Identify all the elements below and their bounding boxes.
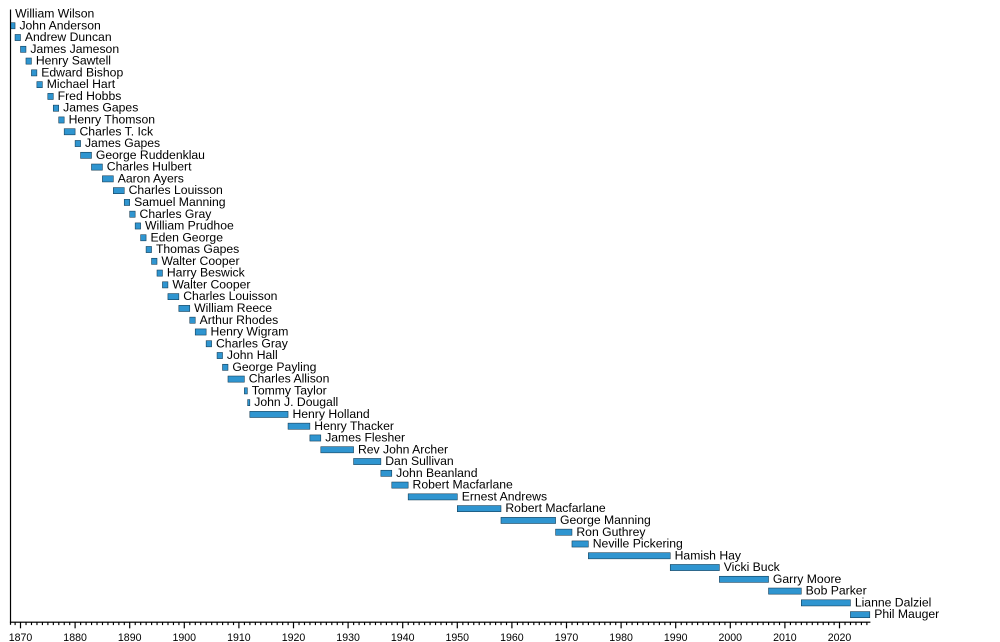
svg-text:Charles T. Ick: Charles T. Ick [80, 124, 155, 138]
svg-text:Andrew Duncan: Andrew Duncan [25, 30, 112, 44]
svg-text:Robert Macfarlane: Robert Macfarlane [505, 501, 605, 515]
svg-text:James Jameson: James Jameson [30, 42, 119, 56]
svg-text:Arthur Rhodes: Arthur Rhodes [200, 313, 279, 327]
svg-text:Charles Gray: Charles Gray [140, 207, 213, 221]
svg-text:Phil Mauger: Phil Mauger [874, 607, 939, 621]
svg-text:Henry Wigram: Henry Wigram [211, 325, 289, 339]
svg-text:James Flesher: James Flesher [325, 431, 405, 445]
svg-text:1990: 1990 [664, 632, 688, 642]
svg-text:1890: 1890 [118, 632, 142, 642]
svg-text:1900: 1900 [173, 632, 197, 642]
svg-text:John J. Dougall: John J. Dougall [254, 395, 338, 409]
svg-text:Edward Bishop: Edward Bishop [41, 65, 123, 79]
svg-text:Charles Gray: Charles Gray [216, 336, 289, 350]
svg-text:Neville Pickering: Neville Pickering [593, 537, 683, 551]
svg-text:1940: 1940 [391, 632, 415, 642]
svg-text:1920: 1920 [282, 632, 306, 642]
svg-text:William Wilson: William Wilson [15, 7, 94, 21]
svg-text:Michael Hart: Michael Hart [47, 77, 116, 91]
svg-text:1930: 1930 [336, 632, 360, 642]
svg-text:James Gapes: James Gapes [63, 101, 138, 115]
svg-text:Garry Moore: Garry Moore [773, 572, 842, 586]
svg-text:Charles Louisson: Charles Louisson [129, 183, 223, 197]
svg-text:1870: 1870 [9, 632, 33, 642]
svg-text:Rev John Archer: Rev John Archer [358, 442, 448, 456]
svg-text:George Manning: George Manning [560, 513, 651, 527]
svg-text:1970: 1970 [555, 632, 579, 642]
svg-text:Henry Thomson: Henry Thomson [69, 113, 155, 127]
svg-text:Henry Thacker: Henry Thacker [314, 419, 394, 433]
svg-text:Charles Hulbert: Charles Hulbert [107, 160, 192, 174]
svg-text:George Ruddenklau: George Ruddenklau [96, 148, 205, 162]
svg-text:Thomas Gapes: Thomas Gapes [156, 242, 239, 256]
svg-text:Ron Guthrey: Ron Guthrey [576, 525, 646, 539]
svg-text:Dan Sullivan: Dan Sullivan [385, 454, 453, 468]
svg-text:Hamish Hay: Hamish Hay [675, 548, 742, 562]
svg-text:1980: 1980 [609, 632, 633, 642]
svg-text:1960: 1960 [500, 632, 524, 642]
svg-text:Harry Beswick: Harry Beswick [167, 266, 246, 280]
svg-text:Henry Sawtell: Henry Sawtell [36, 54, 111, 68]
svg-text:Aaron Ayers: Aaron Ayers [118, 171, 184, 185]
svg-text:John Hall: John Hall [227, 348, 278, 362]
svg-text:William Reece: William Reece [194, 301, 272, 315]
svg-text:2020: 2020 [828, 632, 852, 642]
svg-text:1880: 1880 [63, 632, 87, 642]
svg-text:John Beanland: John Beanland [396, 466, 477, 480]
svg-text:2000: 2000 [719, 632, 743, 642]
svg-text:Tommy Taylor: Tommy Taylor [252, 383, 327, 397]
svg-text:Walter Cooper: Walter Cooper [172, 277, 250, 291]
svg-text:Walter Cooper: Walter Cooper [161, 254, 239, 268]
svg-text:Eden George: Eden George [150, 230, 223, 244]
svg-text:Henry Holland: Henry Holland [292, 407, 369, 421]
svg-text:Robert Macfarlane: Robert Macfarlane [413, 478, 513, 492]
svg-text:John Anderson: John Anderson [19, 18, 100, 32]
svg-text:Samuel Manning: Samuel Manning [134, 195, 225, 209]
svg-text:2010: 2010 [773, 632, 797, 642]
svg-text:Charles Allison: Charles Allison [249, 372, 330, 386]
svg-text:James Gapes: James Gapes [85, 136, 160, 150]
svg-text:Lianne Dalziel: Lianne Dalziel [855, 595, 932, 609]
svg-text:1950: 1950 [446, 632, 470, 642]
svg-text:Fred Hobbs: Fred Hobbs [58, 89, 122, 103]
svg-text:Ernest Andrews: Ernest Andrews [462, 489, 547, 503]
svg-text:William Prudhoe: William Prudhoe [145, 219, 234, 233]
svg-text:Charles Louisson: Charles Louisson [183, 289, 277, 303]
svg-text:Vicki Buck: Vicki Buck [724, 560, 781, 574]
svg-text:Bob Parker: Bob Parker [806, 584, 867, 598]
svg-text:1910: 1910 [227, 632, 251, 642]
svg-text:George Payling: George Payling [232, 360, 316, 374]
